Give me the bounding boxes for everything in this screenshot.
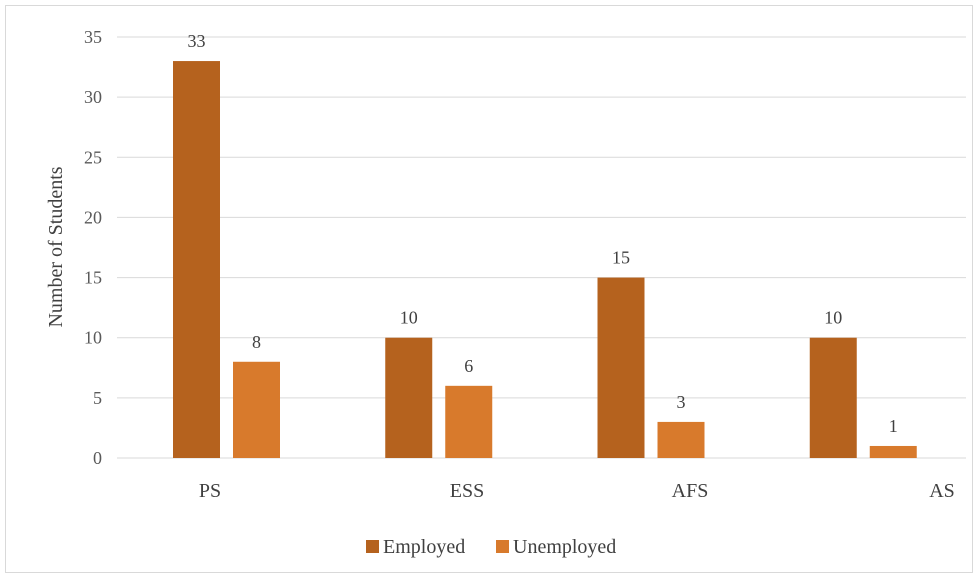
x-category-label: PS xyxy=(199,480,221,502)
x-category-label: AFS xyxy=(672,480,709,502)
x-category-label: ESS xyxy=(450,480,484,502)
x-category-label: AS xyxy=(929,480,955,502)
y-tick-label: 15 xyxy=(84,268,102,288)
data-label: 15 xyxy=(612,248,630,268)
legend: Employed Unemployed xyxy=(366,536,616,558)
y-tick-label: 25 xyxy=(84,147,102,167)
bar-employed-afs xyxy=(597,277,645,458)
data-label: 6 xyxy=(464,356,473,376)
y-axis-label: Number of Students xyxy=(45,166,67,327)
bar-unemployed-afs xyxy=(657,421,705,458)
data-label: 33 xyxy=(188,31,206,51)
bar-unemployed-ess xyxy=(445,385,493,458)
y-tick-label: 0 xyxy=(93,448,102,468)
y-tick-label: 5 xyxy=(93,388,102,408)
legend-swatch xyxy=(496,540,509,553)
y-tick-label: 30 xyxy=(84,87,102,107)
bar-employed-as xyxy=(809,337,857,458)
bar-employed-ps xyxy=(173,61,220,459)
y-tick-label: 10 xyxy=(84,328,102,348)
chart-frame xyxy=(5,5,973,573)
x-axis-categories: PS ESS AFS AS xyxy=(199,480,955,502)
data-label: 8 xyxy=(252,332,261,352)
data-label: 1 xyxy=(889,416,898,436)
y-tick-label: 20 xyxy=(84,207,102,227)
bar-unemployed-ps xyxy=(233,361,280,458)
data-labels: 33 8 10 6 15 3 10 1 xyxy=(188,31,898,436)
data-label: 3 xyxy=(677,392,686,412)
bar-unemployed-as xyxy=(869,445,917,458)
data-label: 10 xyxy=(824,308,842,328)
legend-entry: Unemployed xyxy=(513,536,616,558)
bar-employed-ess xyxy=(385,337,433,458)
data-label: 10 xyxy=(400,308,418,328)
bars xyxy=(173,61,917,459)
legend-swatch xyxy=(366,540,379,553)
y-axis-ticks: 0 5 10 15 20 25 30 35 xyxy=(84,27,102,468)
legend-entry: Employed xyxy=(383,536,465,558)
y-tick-label: 35 xyxy=(84,27,102,47)
